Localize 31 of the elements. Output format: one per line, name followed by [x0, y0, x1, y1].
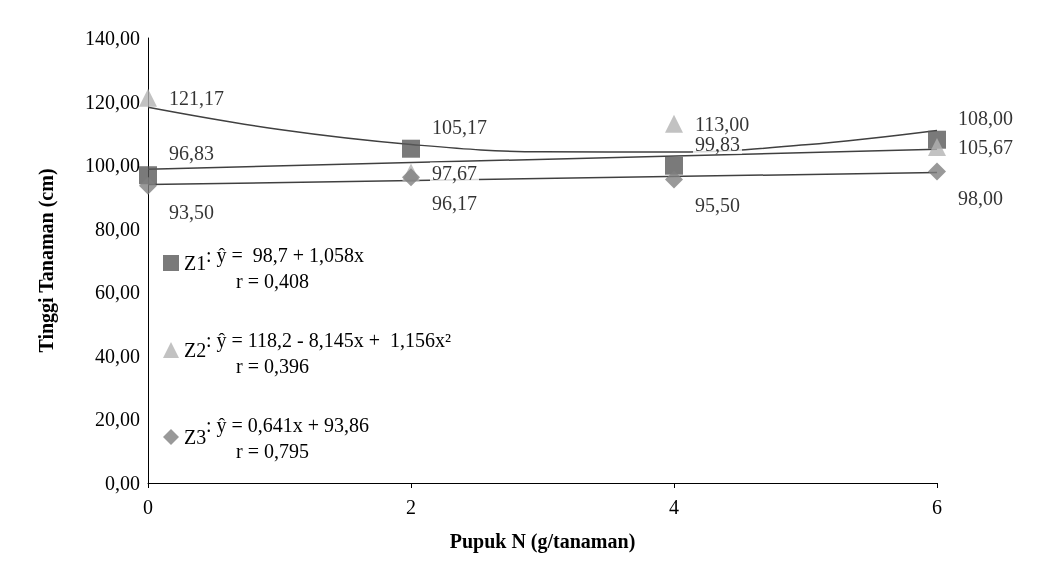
data-label: 105,17	[432, 115, 487, 138]
y-tick-label: 40,00	[95, 344, 140, 367]
data-label: 105,67	[958, 136, 1013, 159]
y-tick-label: 80,00	[95, 217, 140, 240]
legend-label: Z2	[184, 339, 207, 361]
annotation: : ŷ = 98,7 + 1,058x r = 0,408	[206, 244, 365, 292]
x-axis-title: Pupuk N (g/tanaman)	[449, 530, 636, 553]
y-tick-label: 120,00	[85, 90, 140, 113]
data-label: 121,17	[169, 86, 224, 109]
legend-label: Z3	[184, 426, 207, 448]
annotation: : ŷ = 0,641x + 93,86 r = 0,795	[206, 414, 370, 462]
legend-label: Z1	[184, 252, 207, 274]
y-tick-label: 20,00	[95, 408, 140, 431]
x-tick-label: 6	[932, 496, 942, 518]
data-label: 93,50	[169, 200, 214, 223]
y-tick-label: 100,00	[85, 154, 140, 177]
y-tick-label: 60,00	[95, 281, 140, 304]
data-label: 97,67	[432, 161, 477, 184]
x-tick-label: 2	[406, 496, 416, 518]
annotation: : ŷ = 118,2 - 8,145x + 1,156x² r = 0,396	[206, 329, 452, 377]
data-label: 98,00	[958, 186, 1003, 209]
data-label: 96,17	[432, 192, 477, 215]
data-label: 113,00	[695, 112, 750, 135]
y-tick-label: 0,00	[105, 472, 140, 494]
data-label: 95,50	[695, 194, 740, 217]
x-tick-label: 0	[143, 496, 153, 518]
data-label: 108,00	[958, 106, 1013, 129]
y-axis-title: Tinggi Tanaman (cm)	[35, 168, 58, 353]
x-tick-label: 4	[669, 496, 679, 518]
data-label: 96,83	[169, 142, 214, 165]
y-tick-label: 140,00	[85, 27, 140, 49]
